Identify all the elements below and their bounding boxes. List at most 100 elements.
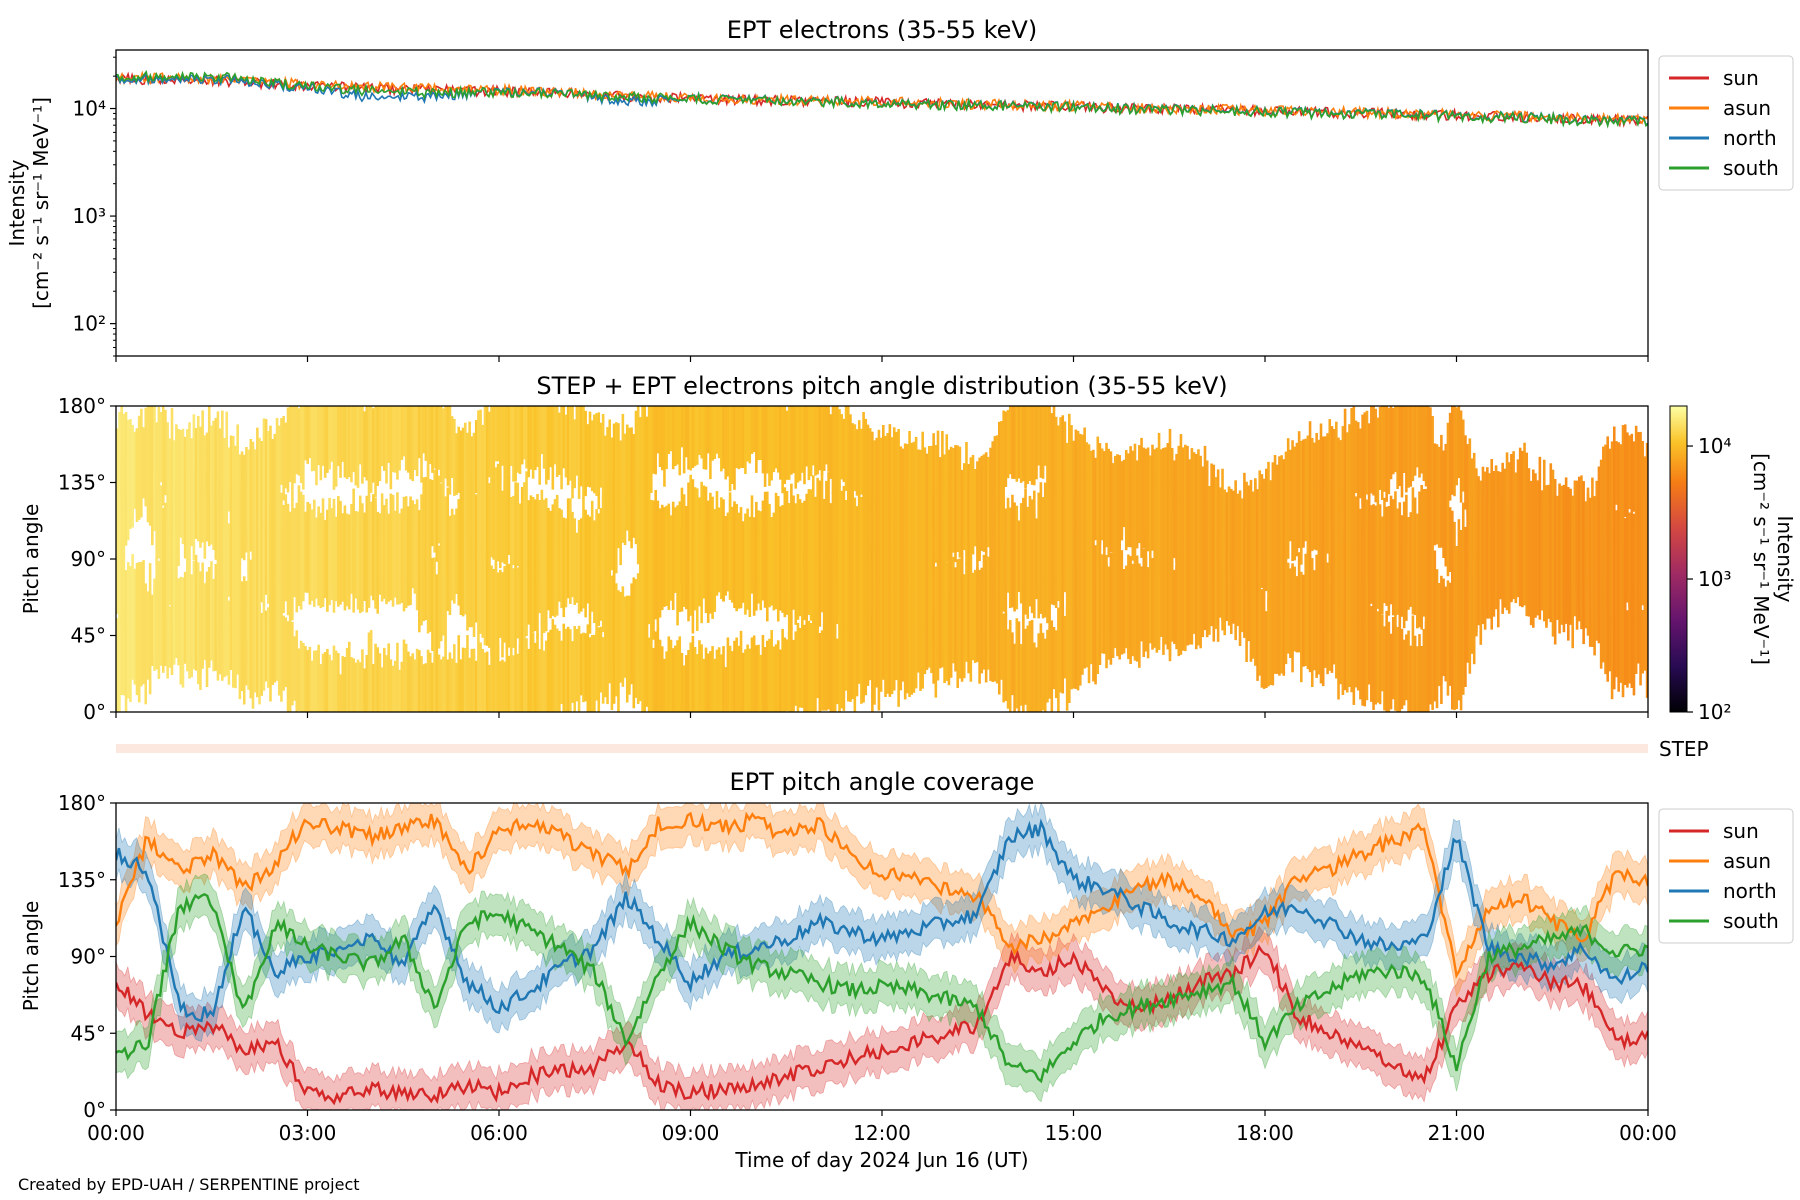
pad-cell-asun — [678, 406, 682, 476]
pad-cell-south — [494, 467, 498, 576]
pad-cell-south — [1166, 560, 1170, 641]
pad-cell-asun — [383, 406, 386, 471]
pad-cell-south — [337, 504, 340, 607]
pad-cell-sun — [496, 645, 500, 712]
pad-cell-asun — [494, 406, 498, 462]
pad-cell-sun — [822, 622, 826, 711]
pad-cell-asun — [461, 427, 465, 496]
pad-cell-sun — [1418, 634, 1421, 712]
pad-cell-sun — [402, 639, 406, 712]
pad-cell-asun — [295, 406, 299, 475]
pad-cell-asun — [361, 406, 364, 484]
pad-cell-south — [1219, 548, 1222, 614]
pad-cell-south — [1516, 523, 1520, 594]
pad-cell-south — [820, 549, 824, 613]
pad-cell-north — [203, 583, 207, 660]
pad-cell-sun — [759, 654, 763, 712]
pad-cell-south — [941, 554, 944, 657]
pad-cell-south — [1256, 589, 1259, 681]
pad-cell-south — [538, 500, 541, 563]
pad-cell-south — [317, 506, 320, 597]
pad-cell-north — [1054, 416, 1058, 493]
coverage-ytick-label: 90° — [71, 945, 106, 969]
pad-cell-south — [579, 527, 583, 612]
pad-cell-north — [1267, 461, 1270, 566]
pad-cell-south — [1534, 497, 1537, 591]
pad-cell-south — [621, 586, 625, 679]
pad-cell-asun — [542, 406, 546, 469]
pad-cell-sun — [310, 660, 314, 712]
pad-cell-sun — [540, 621, 544, 712]
pad-cell-sun — [842, 617, 846, 711]
pad-cell-asun — [930, 445, 933, 520]
pad-cell-asun — [1420, 406, 1423, 474]
pad-cell-asun — [352, 406, 355, 473]
pad-cell-south — [262, 504, 266, 606]
coverage-xlabel: Time of day 2024 Jun 16 (UT) — [734, 1148, 1028, 1172]
pad-cell-sun — [518, 644, 522, 712]
pad-cell-sun — [862, 622, 865, 703]
pad-cell-sun — [903, 596, 907, 700]
pad-cell-north — [1135, 476, 1139, 549]
pad-cell-south — [868, 554, 872, 635]
pad-cell-asun — [238, 454, 242, 532]
pad-cell-south — [387, 517, 390, 602]
pad-cell-asun — [540, 406, 544, 455]
pad-cell-asun — [153, 406, 156, 494]
pad-cell-south — [770, 524, 773, 606]
pad-cell-sun — [678, 636, 682, 712]
pad-cell-asun — [1317, 439, 1321, 508]
pad-cell-asun — [291, 406, 294, 501]
pad-cell-sun — [790, 626, 793, 712]
pad-cell-asun — [610, 437, 614, 505]
pad-cell-south — [645, 553, 649, 648]
pad-cell-north — [1477, 476, 1480, 563]
pad-cell-north — [1162, 491, 1165, 563]
pad-cell-sun — [748, 648, 752, 712]
pad-cell-asun — [262, 418, 266, 521]
pad-cell-south — [783, 549, 787, 618]
pad-cell-sun — [1365, 608, 1369, 701]
pad-cell-north — [1262, 478, 1266, 569]
pad-cell-south — [1297, 552, 1301, 653]
pad-cell-sun — [315, 650, 318, 712]
pad-cell-asun — [422, 406, 425, 454]
pad-cell-south — [989, 572, 992, 681]
pad-cell-asun — [1422, 406, 1426, 481]
pad-cell-south — [306, 501, 309, 585]
pad-cell-south — [1017, 621, 1021, 712]
pad-cell-south — [1229, 540, 1233, 634]
pad-cell-north — [1050, 413, 1054, 482]
pad-ytick-label: 90° — [71, 547, 106, 571]
pad-cell-south — [702, 485, 706, 583]
pad-cell-asun — [822, 406, 826, 471]
pad-cell-south — [628, 595, 631, 695]
intensity-ytick-label: 10⁴ — [73, 97, 106, 121]
pad-cell-north — [1002, 410, 1005, 515]
pad-cell-asun — [459, 430, 463, 502]
pad-cell-sun — [494, 643, 498, 712]
pad-cell-south — [636, 573, 640, 664]
pad-cell-asun — [505, 406, 509, 471]
pad-cell-sun — [242, 609, 246, 705]
pad-cell-sun — [868, 615, 872, 681]
pad-cell-north — [1113, 456, 1117, 520]
pad-cell-south — [818, 552, 822, 627]
pad-cell-south — [234, 530, 237, 635]
pad-cell-south — [840, 561, 844, 630]
pad-cell-north — [242, 454, 246, 561]
pad-cell-north — [1335, 492, 1338, 574]
pad-cell-asun — [1389, 406, 1393, 480]
pad-cell-south — [759, 544, 763, 611]
pad-cell-asun — [118, 464, 121, 570]
pad-cell-south — [952, 556, 955, 649]
pad-cell-south — [960, 552, 964, 656]
pad-cell-asun — [477, 410, 480, 494]
pad-cell-sun — [890, 600, 894, 695]
pad-cell-asun — [669, 406, 673, 452]
pad-cell-north — [1184, 487, 1187, 577]
pad-cell-asun — [875, 437, 879, 507]
pad-cell-south — [1133, 571, 1137, 639]
pad-cell-sun — [755, 645, 758, 712]
